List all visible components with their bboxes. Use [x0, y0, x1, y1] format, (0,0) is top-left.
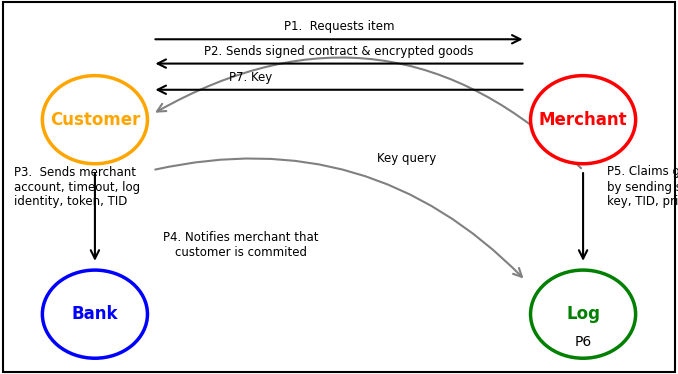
- Text: Key query: Key query: [377, 153, 437, 165]
- Text: P6: P6: [574, 335, 592, 349]
- Text: P5. Claims goods
by sending signed
key, TID, price: P5. Claims goods by sending signed key, …: [607, 166, 678, 208]
- Ellipse shape: [43, 76, 148, 164]
- Text: Customer: Customer: [49, 111, 140, 129]
- Text: Log: Log: [566, 305, 600, 323]
- Text: P4. Notifies merchant that
customer is commited: P4. Notifies merchant that customer is c…: [163, 231, 319, 259]
- Text: P1.  Requests item: P1. Requests item: [284, 20, 394, 33]
- Text: P2. Sends signed contract & encrypted goods: P2. Sends signed contract & encrypted go…: [204, 45, 474, 58]
- Ellipse shape: [531, 76, 636, 164]
- Text: P3.  Sends merchant
account, timeout, log
identity, token, TID: P3. Sends merchant account, timeout, log…: [14, 166, 140, 208]
- Ellipse shape: [531, 270, 636, 358]
- Text: Bank: Bank: [72, 305, 118, 323]
- Ellipse shape: [43, 270, 148, 358]
- Text: P7. Key: P7. Key: [229, 71, 273, 84]
- Text: Merchant: Merchant: [539, 111, 627, 129]
